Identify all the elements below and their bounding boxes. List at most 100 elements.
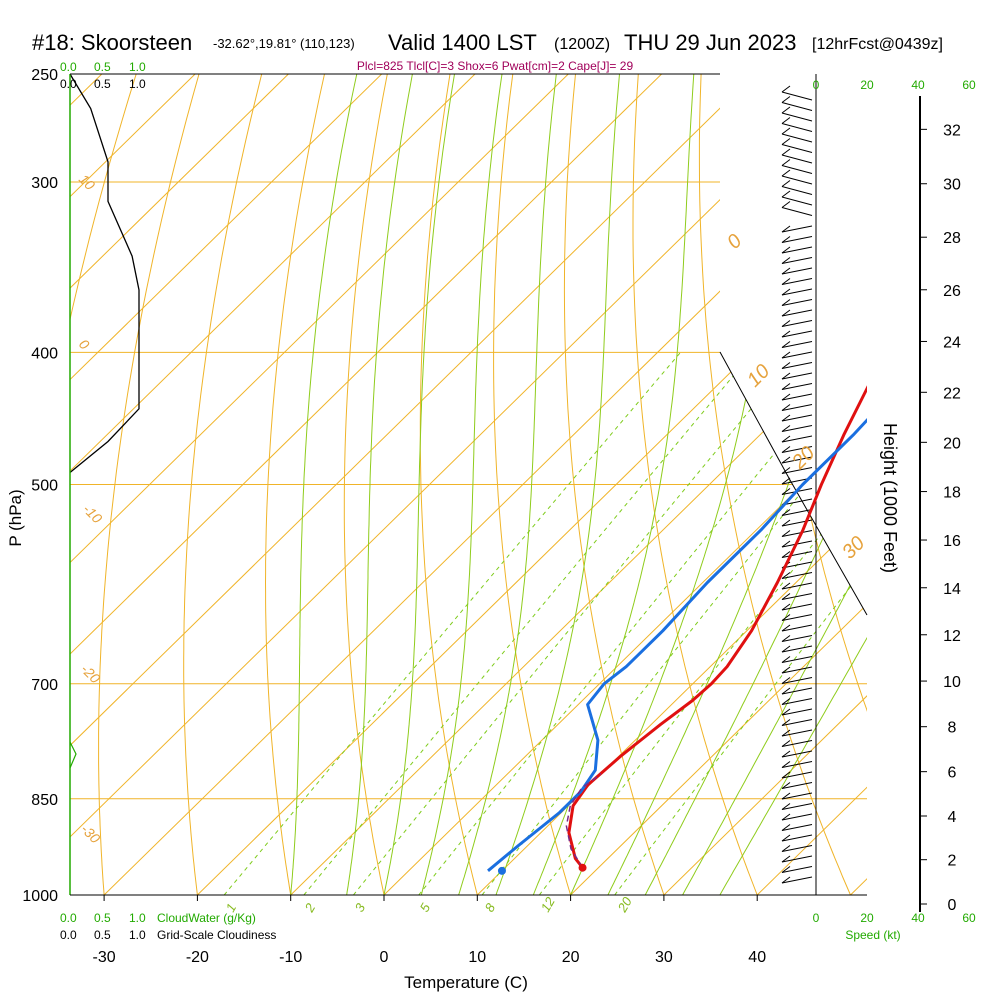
pressure-tick-850: 850 (31, 792, 58, 809)
wind-barb (781, 572, 813, 579)
wind-barb-flag (781, 750, 791, 758)
mixing-ratio-label: 2 (301, 900, 318, 915)
wind-axis-label: Speed (kt) (845, 928, 900, 942)
wind-barb (781, 257, 813, 264)
wind-bottom-1: 20 (860, 911, 874, 925)
wind-barb-flag (781, 834, 791, 842)
wind-barb (781, 236, 813, 243)
wind-barb-flag (781, 488, 791, 495)
dry-adiabat--40 (70, 74, 137, 322)
wind-barb (781, 362, 813, 369)
wind-barb-flag (781, 180, 791, 187)
dry-adiabat--30 (98, 74, 200, 895)
wind-barb-flag (781, 201, 791, 208)
mixing-ratio-label: 12 (538, 894, 559, 915)
wind-barb (781, 792, 813, 800)
wind-barb-flag (781, 593, 791, 600)
wind-barb (781, 624, 813, 632)
wind-barb-flag (781, 824, 791, 831)
wind-barb (781, 855, 813, 863)
isotherm--100 (70, 74, 289, 289)
wind-barb (781, 782, 813, 789)
wind-barb (781, 561, 813, 569)
wind-barb-flag (781, 719, 791, 726)
dry-adiabat-10 (419, 74, 478, 895)
wind-barb-flag (781, 159, 791, 166)
wind-barb (781, 288, 813, 296)
moist-adiabat-32 (682, 551, 867, 895)
wind-barb-flag (781, 341, 791, 348)
isotherm-label: -10 (80, 501, 106, 527)
wind-barb (781, 435, 813, 443)
wind-panel-mask (720, 74, 867, 615)
wind-barb-flag (781, 267, 791, 275)
height-tick-10: 10 (943, 674, 961, 691)
wind-barb-flag (781, 792, 791, 800)
wind-top-0: 0 (813, 78, 820, 92)
wind-bottom-2: 40 (911, 911, 925, 925)
wind-barb (781, 207, 813, 216)
height-tick-2: 2 (948, 853, 957, 870)
wind-barb-flag (781, 236, 791, 243)
wind-barb-flag (781, 467, 791, 474)
cloudwater-top-1: 0.5 (94, 60, 111, 74)
wind-barb-flag (781, 246, 791, 254)
pressure-tick-700: 700 (31, 677, 58, 694)
cloudiness-bottom-1: 0.5 (94, 928, 111, 942)
wind-barb (781, 824, 813, 831)
isotherm--50 (70, 74, 756, 747)
y-axis-title: P (hPa) (6, 489, 25, 546)
wind-barb (781, 404, 813, 411)
wind-barb-flag (781, 530, 791, 537)
mixing-ratio-12 (538, 475, 867, 895)
moist-adiabat--10 (290, 74, 358, 895)
wind-barb (781, 456, 813, 464)
moist-adiabat-4 (420, 74, 503, 895)
x-tick-40: 40 (748, 949, 766, 966)
wind-barb-flag (781, 645, 791, 653)
mixing-ratio-2 (303, 351, 754, 895)
pressure-tick-500: 500 (31, 478, 58, 495)
cloudiness-line (69, 73, 140, 474)
height-tick-32: 32 (943, 122, 961, 139)
wind-barb (781, 834, 813, 842)
height-tick-16: 16 (943, 533, 961, 550)
wind-barb-flag (781, 117, 791, 124)
isotherm--130 (0, 74, 9, 895)
x-tick--10: -10 (279, 949, 302, 966)
wind-barb-flag (781, 614, 791, 621)
wind-profile-area (719, 74, 868, 895)
isotherm--60 (70, 74, 662, 655)
moist-adiabat-16 (532, 74, 695, 895)
wind-barb (781, 498, 813, 506)
wind-barb-flag (781, 330, 791, 338)
wind-barb-flag (781, 138, 791, 145)
wind-barb-flag (781, 729, 791, 737)
wind-barb (781, 186, 813, 195)
isotherm--40 (70, 74, 849, 838)
wind-barb (781, 91, 813, 101)
wind-barb-flag (781, 372, 791, 380)
moist-adiabat--4 (346, 74, 413, 895)
x-tick-20: 20 (562, 949, 580, 966)
wind-barb-flag (781, 698, 791, 705)
pressure-tick-300: 300 (31, 175, 58, 192)
wind-barb-flag (781, 225, 791, 233)
moist-adiabat-36 (719, 636, 867, 895)
wind-barb-flag (781, 866, 791, 873)
moist-adiabat-0 (383, 74, 455, 895)
wind-barb-flag (781, 876, 791, 884)
wind-barb (781, 112, 813, 122)
cloudwater-bottom-2: 1.0 (129, 911, 146, 925)
wind-barb-flag (781, 740, 791, 747)
cloudiness-bottom-0: 0.0 (60, 928, 77, 942)
wind-barb-flag (781, 435, 791, 443)
height-tick-24: 24 (943, 334, 961, 351)
wind-barb-flag (781, 351, 791, 359)
dewpoint-profile (487, 418, 867, 872)
wind-barb-flag (781, 288, 791, 296)
wind-barb (781, 698, 813, 705)
wind-barb-flag (781, 190, 791, 198)
wind-barb (781, 666, 813, 674)
wind-barb-flag (781, 572, 791, 579)
